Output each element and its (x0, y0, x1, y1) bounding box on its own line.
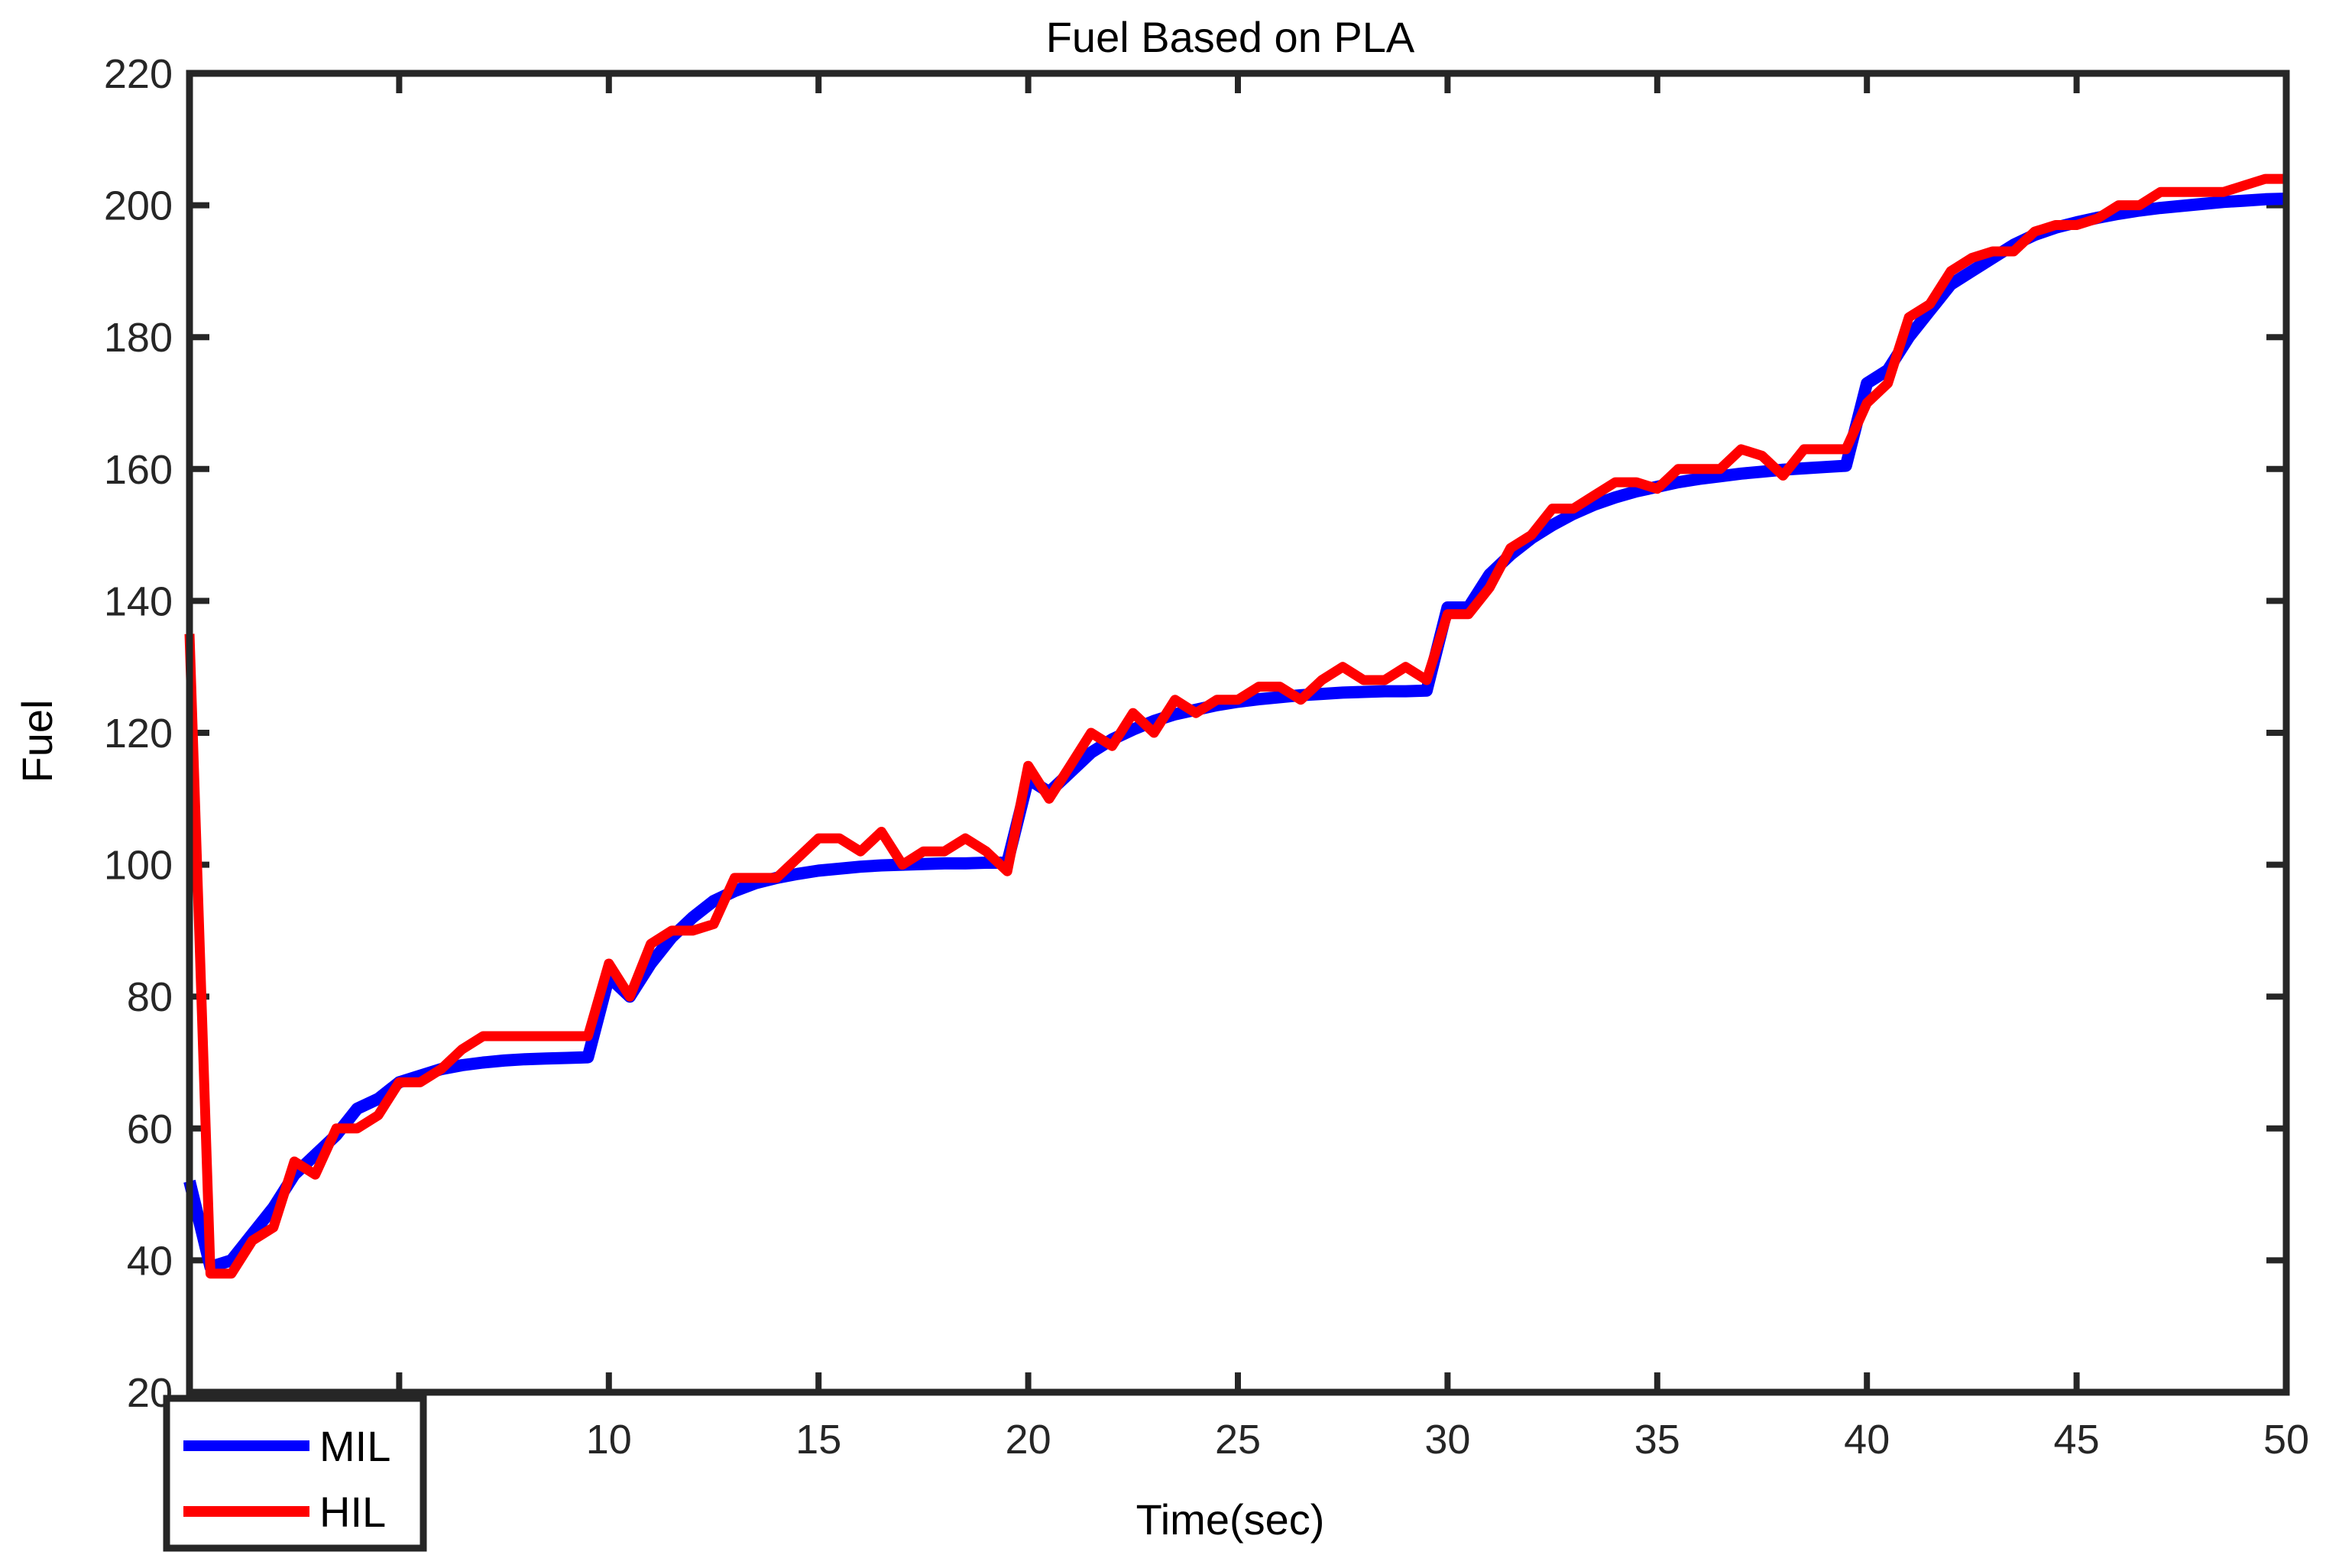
y-tick-label: 200 (104, 183, 173, 229)
y-tick-label: 180 (104, 315, 173, 361)
x-tick-label: 10 (586, 1417, 632, 1463)
chart-title: Fuel Based on PLA (1046, 13, 1415, 61)
x-tick-label: 35 (1634, 1417, 1680, 1463)
y-tick-label: 220 (104, 51, 173, 97)
x-tick-label: 25 (1215, 1417, 1261, 1463)
x-tick-label: 50 (2263, 1417, 2309, 1463)
legend-label-hil: HIL (319, 1488, 386, 1536)
x-tick-label: 30 (1424, 1417, 1470, 1463)
y-tick-label: 120 (104, 711, 173, 756)
legend-box (163, 1395, 427, 1552)
legend-label-mil: MIL (319, 1422, 390, 1470)
series-lines (183, 173, 2287, 1279)
y-tick-label: 60 (127, 1106, 173, 1152)
x-tick-label: 20 (1006, 1417, 1051, 1463)
series-line-hil (184, 173, 2286, 1279)
y-tick-label: 140 (104, 578, 173, 624)
x-tick-label: 45 (2054, 1417, 2100, 1463)
x-tick-label: 15 (795, 1417, 841, 1463)
y-tick-label: 40 (127, 1238, 173, 1284)
x-axis-label: Time(sec) (1136, 1495, 1325, 1544)
y-tick-label: 160 (104, 447, 173, 493)
legend: MIL HIL (163, 1395, 427, 1552)
plot-area-frame (186, 70, 2290, 1396)
x-tick-label: 40 (1844, 1417, 1890, 1463)
y-tick-label: 100 (104, 843, 173, 889)
y-axis-label: Fuel (13, 700, 61, 783)
y-tick-label: 80 (127, 974, 173, 1020)
